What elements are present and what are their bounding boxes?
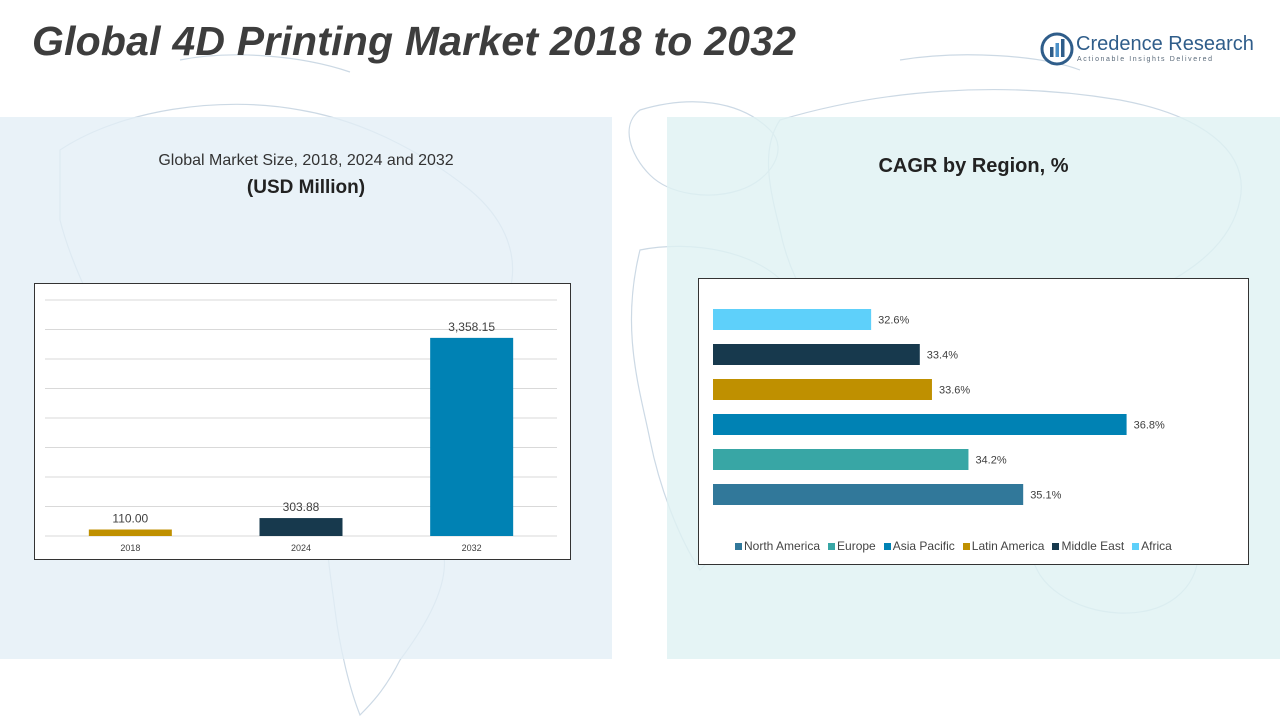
market-size-unit: (USD Million) bbox=[246, 177, 366, 198]
bar-2024 bbox=[259, 518, 343, 536]
tick-label-2032: 2032 bbox=[462, 543, 482, 553]
value-label-north-america: 35.1% bbox=[1030, 490, 1061, 502]
value-label-middle-east: 33.4% bbox=[927, 350, 958, 362]
bar-2018 bbox=[88, 529, 172, 536]
legend-swatch bbox=[1132, 542, 1140, 550]
credence-logo-icon bbox=[1040, 32, 1074, 66]
bar-asia-pacific bbox=[713, 414, 1127, 435]
bar-europe bbox=[713, 449, 969, 470]
logo-tagline: Actionable Insights Delivered bbox=[1077, 56, 1214, 63]
cagr-legend: North America Europe Asia Pacific Latin Ame… bbox=[735, 539, 1172, 553]
cagr-title: CAGR by Region, % bbox=[878, 155, 1069, 177]
value-label-asia-pacific: 36.8% bbox=[1134, 420, 1165, 432]
legend-swatch bbox=[962, 542, 970, 550]
legend-item-latin-america: Latin America bbox=[962, 539, 1045, 553]
market-size-subtitle: Global Market Size, 2018, 2024 and 2032 bbox=[158, 152, 454, 169]
legend-swatch bbox=[1052, 542, 1060, 550]
bar-middle-east bbox=[713, 344, 920, 365]
legend-item-middle-east: Middle East bbox=[1052, 539, 1124, 553]
legend-swatch bbox=[735, 542, 742, 550]
legend-label: Asia Pacific bbox=[892, 539, 955, 553]
bar-latin-america bbox=[713, 379, 932, 400]
cagr-chart-frame: 35.1% 34.2% 36.8% 33.6% 33.4% 32.6% North Ame… bbox=[698, 278, 1249, 565]
legend-item-europe: Europe bbox=[828, 539, 876, 553]
brand-logo: Credence Research Actionable Insights De… bbox=[1040, 32, 1254, 68]
value-label-africa: 32.6% bbox=[878, 315, 909, 327]
cagr-chart: 35.1% 34.2% 36.8% 33.6% 33.4% 32.6% bbox=[713, 309, 1165, 505]
market-size-chart: 110.00 2018 303.88 2024 3,358.15 2032 bbox=[45, 299, 557, 553]
legend-label: Middle East bbox=[1061, 539, 1125, 553]
bar-2032 bbox=[430, 337, 514, 536]
legend-label: Latin America bbox=[971, 539, 1045, 553]
logo-name: Credence Research bbox=[1076, 33, 1254, 55]
value-label-2032: 3,358.15 bbox=[448, 320, 495, 334]
legend-label: Africa bbox=[1141, 539, 1172, 553]
market-size-chart-frame: 110.00 2018 303.88 2024 3,358.15 2032 bbox=[34, 283, 571, 560]
legend-swatch bbox=[828, 542, 836, 550]
value-label-latin-america: 33.6% bbox=[939, 385, 970, 397]
value-label-2024: 303.88 bbox=[283, 500, 320, 514]
legend-item-asia-pacific: Asia Pacific bbox=[883, 539, 955, 553]
tick-label-2024: 2024 bbox=[291, 543, 311, 553]
bar-africa bbox=[713, 309, 872, 330]
legend-swatch bbox=[883, 542, 891, 550]
value-label-2018: 110.00 bbox=[112, 512, 148, 526]
bar-north-america bbox=[713, 484, 1024, 505]
legend-label: North America bbox=[744, 539, 821, 553]
legend-item-africa: Africa bbox=[1132, 539, 1172, 553]
legend-label: Europe bbox=[837, 539, 876, 553]
tick-label-2018: 2018 bbox=[120, 543, 140, 553]
legend-item-north-america: North America bbox=[735, 539, 820, 553]
page-title: Global 4D Printing Market 2018 to 2032 bbox=[32, 18, 797, 64]
value-label-europe: 34.2% bbox=[975, 455, 1006, 467]
